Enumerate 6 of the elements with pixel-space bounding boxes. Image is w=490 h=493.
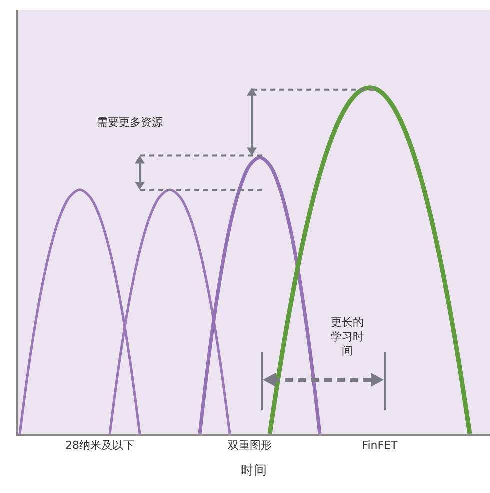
x-tick-label: 28纳米及以下	[66, 439, 134, 452]
annotation: 需要更多资源	[97, 116, 163, 129]
x-tick-label: 双重图形	[228, 439, 272, 452]
x-tick-label: FinFET	[362, 439, 398, 452]
x-axis-title: 时间	[241, 463, 267, 478]
annotation: 更长的学习时间	[331, 316, 364, 358]
